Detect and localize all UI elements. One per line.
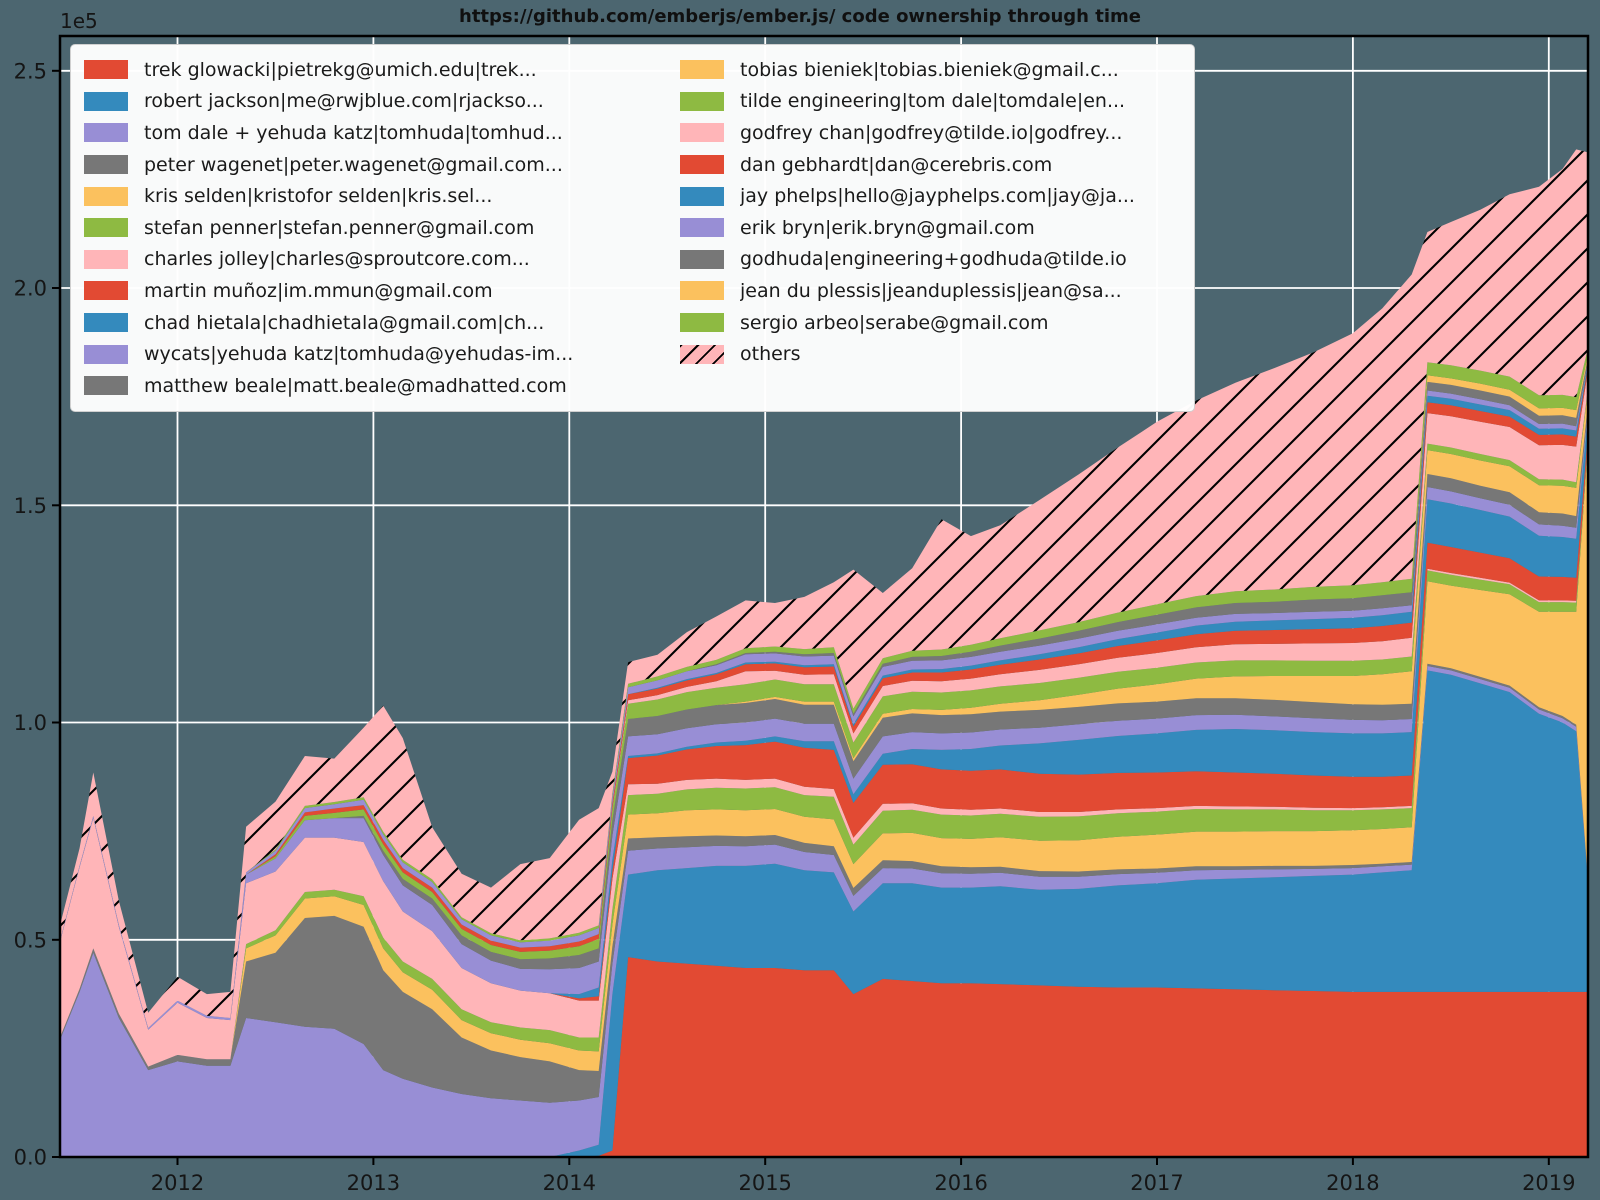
x-ticks bbox=[176, 1157, 1550, 1165]
legend-item: martin muñoz|im.mmun@gmail.com bbox=[84, 275, 680, 307]
legend-swatch-icon bbox=[680, 186, 724, 206]
legend-item: kris selden|kristofor selden|kris.sel... bbox=[84, 180, 680, 212]
area-series-0 bbox=[60, 957, 1588, 1157]
y-tick-label: 0.0 bbox=[14, 1146, 47, 1170]
legend-label: tom dale + yehuda katz|tomhuda|tomhud... bbox=[144, 121, 563, 144]
legend-label: jean du plessis|jeanduplessis|jean@sa... bbox=[740, 279, 1122, 302]
legend-item: sergio arbeo|serabe@gmail.com bbox=[680, 307, 1186, 339]
legend-swatch-icon bbox=[84, 344, 128, 364]
area-series-1 bbox=[60, 670, 1588, 1157]
legend-label: matthew beale|matt.beale@madhatted.com bbox=[144, 374, 567, 397]
legend-label: kris selden|kristofor selden|kris.sel... bbox=[144, 185, 493, 208]
legend-column-1: trek glowacki|pietrekg@umich.edu|trek...… bbox=[84, 54, 680, 402]
chart-title: https://github.com/emberjs/ember.js/ cod… bbox=[459, 6, 1141, 27]
y-tick-label: 2.0 bbox=[14, 277, 47, 301]
legend-item: tom dale + yehuda katz|tomhuda|tomhud... bbox=[84, 117, 680, 149]
x-tick-label: 2014 bbox=[543, 1171, 596, 1195]
legend-swatch-icon bbox=[84, 313, 128, 333]
legend-item: others bbox=[680, 338, 1186, 370]
legend-item: jay phelps|hello@jayphelps.com|jay@ja... bbox=[680, 180, 1186, 212]
legend-label: chad hietala|chadhietala@gmail.com|ch... bbox=[144, 311, 545, 334]
legend-label: trek glowacki|pietrekg@umich.edu|trek... bbox=[144, 58, 537, 81]
legend-swatch-icon bbox=[680, 155, 724, 175]
x-tick-label: 2018 bbox=[1326, 1171, 1379, 1195]
area-series-2 bbox=[60, 666, 1588, 1157]
x-tick-label: 2016 bbox=[934, 1171, 987, 1195]
area-series-9 bbox=[60, 408, 1588, 1030]
y-tick-label: 1.5 bbox=[14, 494, 47, 518]
legend-item: trek glowacki|pietrekg@umich.edu|trek... bbox=[84, 54, 680, 86]
area-series-10 bbox=[60, 403, 1588, 1029]
legend-swatch-icon bbox=[84, 281, 128, 301]
legend-swatch-icon bbox=[680, 313, 724, 333]
area-series-13 bbox=[60, 370, 1588, 1029]
legend-item: godfrey chan|godfrey@tilde.io|godfrey... bbox=[680, 117, 1186, 149]
legend-label: godfrey chan|godfrey@tilde.io|godfrey... bbox=[740, 121, 1123, 144]
legend-item: godhuda|engineering+godhuda@tilde.io bbox=[680, 244, 1186, 276]
legend-label: tobias bieniek|tobias.bieniek@gmail.c... bbox=[740, 58, 1119, 81]
legend-swatch-icon bbox=[680, 344, 724, 364]
legend-swatch-icon bbox=[84, 123, 128, 143]
legend-label: erik bryn|erik.bryn@gmail.com bbox=[740, 216, 1035, 239]
legend-item: peter wagenet|peter.wagenet@gmail.com... bbox=[84, 149, 680, 181]
legend-swatch-icon bbox=[680, 91, 724, 111]
legend-swatch-icon bbox=[84, 60, 128, 80]
y-tick-label: 0.5 bbox=[14, 928, 47, 952]
area-series-11 bbox=[60, 390, 1588, 1029]
legend-label: godhuda|engineering+godhuda@tilde.io bbox=[740, 248, 1127, 271]
legend-item: charles jolley|charles@sproutcore.com... bbox=[84, 244, 680, 276]
y-tick-label: 2.5 bbox=[14, 59, 47, 83]
legend-label: sergio arbeo|serabe@gmail.com bbox=[740, 311, 1049, 334]
legend-label: robert jackson|me@rwjblue.com|rjackso... bbox=[144, 90, 544, 113]
legend-swatch-icon bbox=[84, 376, 128, 396]
legend-label: stefan penner|stefan.penner@gmail.com bbox=[144, 216, 535, 239]
x-tick-label: 2015 bbox=[738, 1171, 791, 1195]
legend-item: dan gebhardt|dan@cerebris.com bbox=[680, 149, 1186, 181]
legend-label: jay phelps|hello@jayphelps.com|jay@ja... bbox=[740, 185, 1135, 208]
legend-label: wycats|yehuda katz|tomhuda@yehudas-im... bbox=[144, 343, 574, 366]
legend-swatch-icon bbox=[84, 91, 128, 111]
legend-swatch-icon bbox=[84, 186, 128, 206]
legend-item: erik bryn|erik.bryn@gmail.com bbox=[680, 212, 1186, 244]
legend-swatch-icon bbox=[680, 60, 724, 80]
legend-swatch-icon bbox=[680, 123, 724, 143]
legend-item: wycats|yehuda katz|tomhuda@yehudas-im... bbox=[84, 338, 680, 370]
legend-swatch-icon bbox=[680, 249, 724, 269]
legend-item: tobias bieniek|tobias.bieniek@gmail.c... bbox=[680, 54, 1186, 86]
y-ticks bbox=[52, 69, 60, 1158]
legend-item: stefan penner|stefan.penner@gmail.com bbox=[84, 212, 680, 244]
legend-swatch-icon bbox=[84, 155, 128, 175]
x-tick-label: 2013 bbox=[347, 1171, 400, 1195]
x-tick-labels: 2012 2013 2014 2015 2016 2017 2018 2019 bbox=[151, 1171, 1576, 1195]
legend-item: matthew beale|matt.beale@madhatted.com bbox=[84, 370, 680, 402]
area-series-20 bbox=[60, 149, 1588, 1028]
legend: trek glowacki|pietrekg@umich.edu|trek...… bbox=[70, 44, 1195, 412]
x-tick-label: 2017 bbox=[1130, 1171, 1183, 1195]
legend-swatch-icon bbox=[680, 218, 724, 238]
legend-item: jean du plessis|jeanduplessis|jean@sa... bbox=[680, 275, 1186, 307]
y-tick-labels: 0.0 0.5 1.0 1.5 2.0 2.5 bbox=[14, 59, 47, 1169]
legend-swatch-icon bbox=[84, 249, 128, 269]
legend-column-2: tobias bieniek|tobias.bieniek@gmail.c...… bbox=[680, 54, 1186, 402]
legend-label: charles jolley|charles@sproutcore.com... bbox=[144, 248, 530, 271]
legend-label: martin muñoz|im.mmun@gmail.com bbox=[144, 279, 493, 302]
legend-label: others bbox=[740, 343, 801, 366]
legend-item: tilde engineering|tom dale|tomdale|en... bbox=[680, 86, 1186, 118]
x-tick-label: 2012 bbox=[151, 1171, 204, 1195]
y-axis-offset-label: 1e5 bbox=[60, 9, 98, 33]
plot-frame bbox=[58, 34, 1590, 1159]
legend-swatch-icon bbox=[680, 281, 724, 301]
legend-label: peter wagenet|peter.wagenet@gmail.com... bbox=[144, 153, 563, 176]
x-tick-label: 2019 bbox=[1522, 1171, 1575, 1195]
legend-item: chad hietala|chadhietala@gmail.com|ch... bbox=[84, 307, 680, 339]
legend-label: tilde engineering|tom dale|tomdale|en... bbox=[740, 90, 1126, 113]
legend-swatch-icon bbox=[84, 218, 128, 238]
y-tick-label: 1.0 bbox=[14, 711, 47, 735]
legend-label: dan gebhardt|dan@cerebris.com bbox=[740, 153, 1053, 176]
legend-item: robert jackson|me@rwjblue.com|rjackso... bbox=[84, 86, 680, 118]
